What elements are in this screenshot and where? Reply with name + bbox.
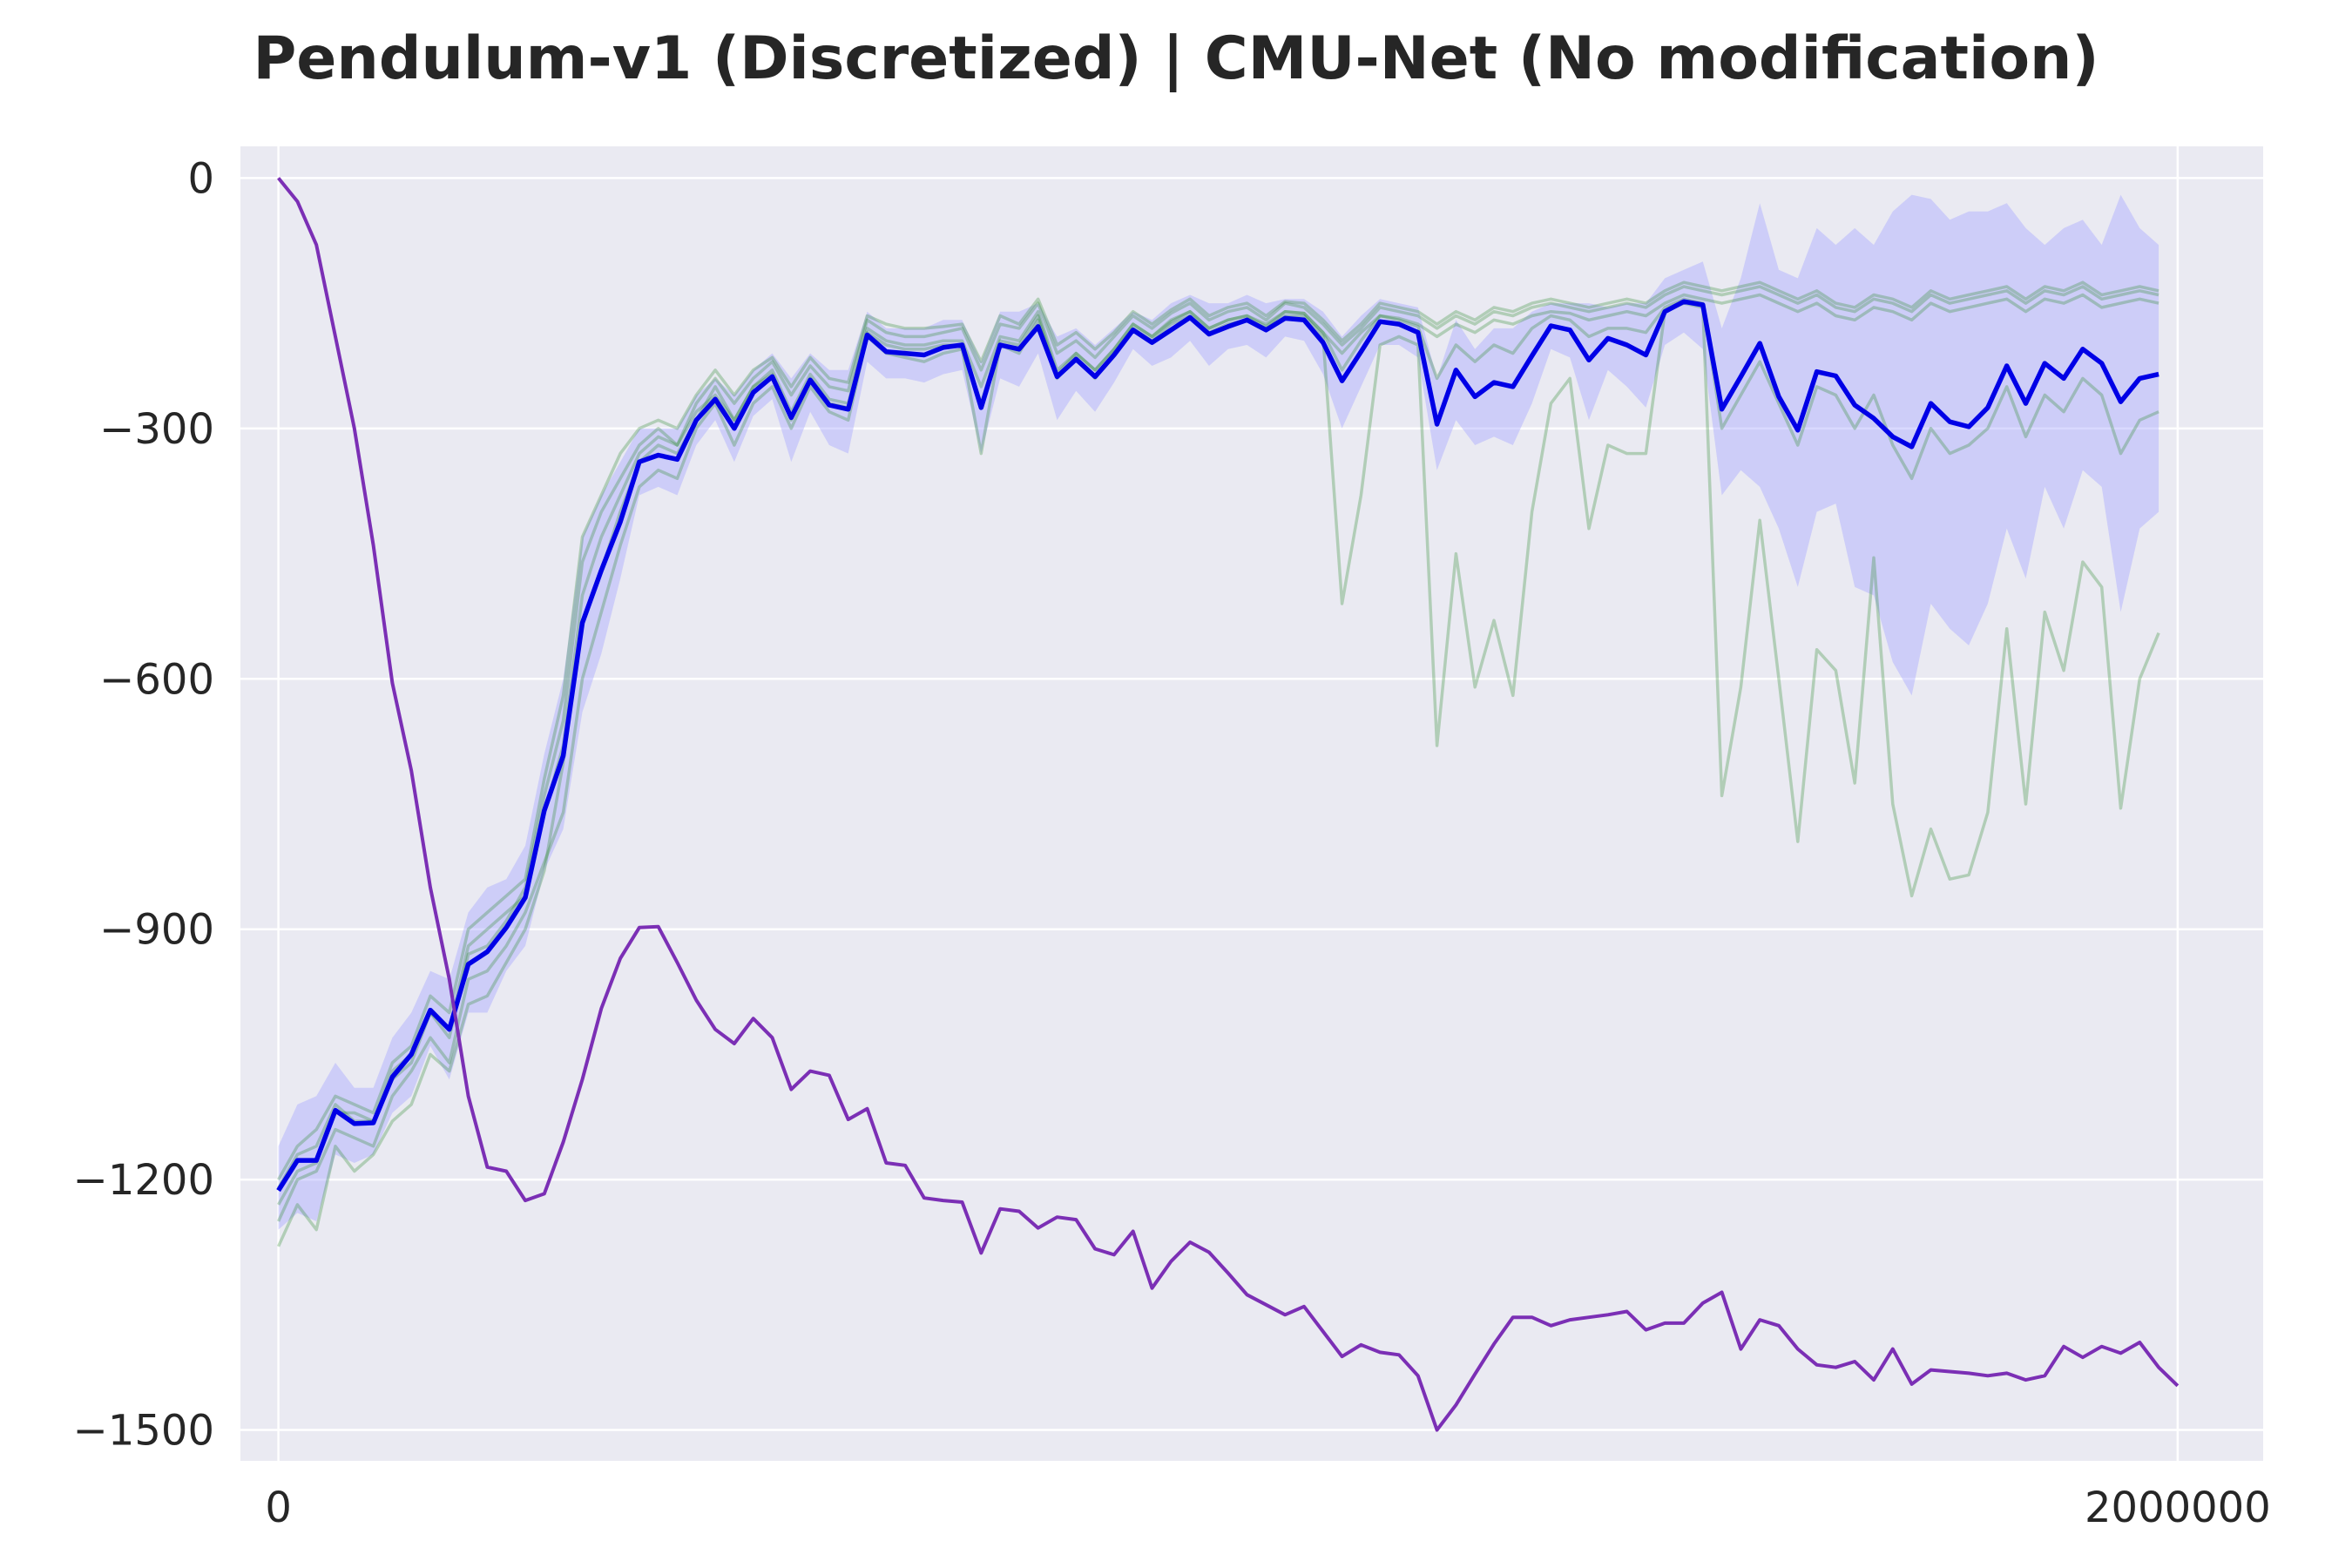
y-tick-label: −600 — [99, 655, 214, 704]
purple-series-line — [277, 177, 2180, 1432]
mean-series-line — [276, 299, 2159, 1193]
confidence-band — [278, 194, 2159, 1230]
tick-label-layer: 0 −300 −600 −900 −1200 −1500 0 2000000 — [73, 154, 2271, 1532]
y-tick-label: 0 — [187, 154, 214, 203]
individual-run-line-4 — [277, 280, 2159, 1180]
y-tick-label: −1500 — [73, 1407, 214, 1456]
x-tick-label: 0 — [265, 1484, 292, 1532]
confidence-band-layer — [278, 194, 2159, 1230]
purple-line-layer — [277, 177, 2180, 1432]
individual-run-line-5 — [277, 297, 2159, 1189]
mean-line-layer — [276, 299, 2159, 1193]
y-tick-label: −900 — [99, 906, 214, 955]
plot-area-background — [240, 146, 2263, 1461]
chart-title: Pendulum-v1 (Discretized) | CMU-Net (No … — [253, 24, 2099, 93]
grid-layer — [240, 146, 2263, 1461]
x-tick-label: 2000000 — [2085, 1484, 2271, 1532]
individual-run-line-3 — [277, 285, 2159, 1206]
y-tick-label: −300 — [99, 405, 214, 454]
y-tick-label: −1200 — [73, 1156, 214, 1205]
